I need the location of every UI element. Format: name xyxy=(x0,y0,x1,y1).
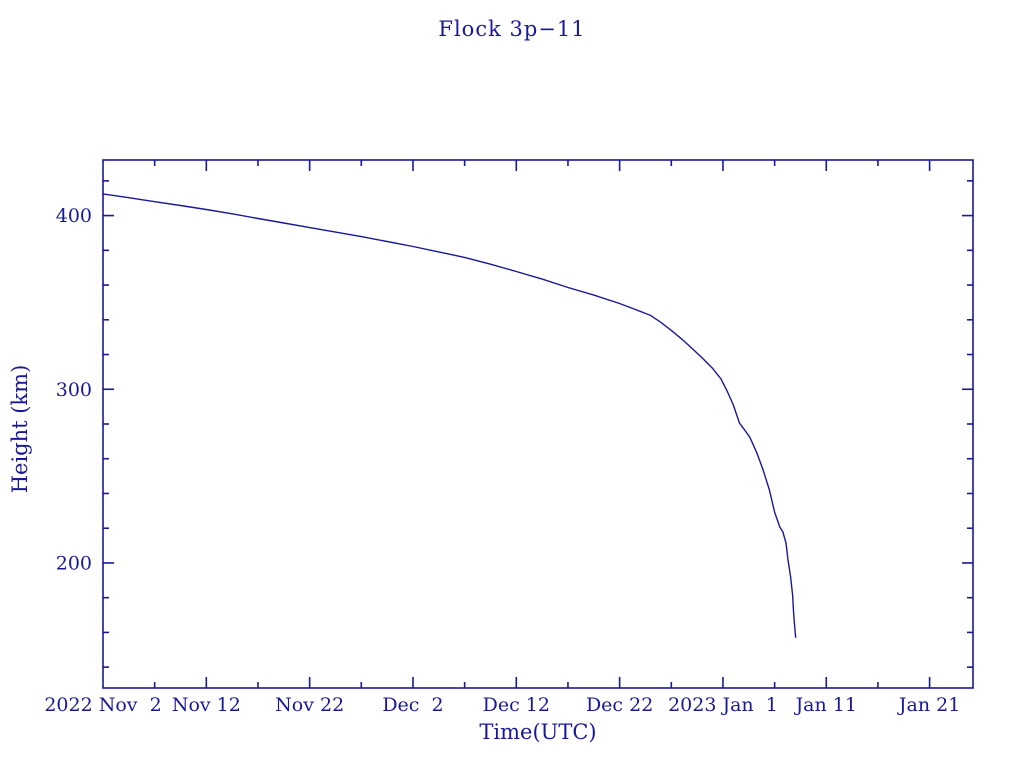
x-tick-label: Dec 22 xyxy=(586,694,653,716)
x-tick-label: Nov 22 xyxy=(275,694,344,716)
x-tick-label: 2023 Jan 1 xyxy=(668,694,778,716)
x-tick-label: Jan 11 xyxy=(794,694,857,716)
height-curve xyxy=(102,193,797,638)
y-tick-label: 200 xyxy=(56,552,92,574)
x-tick-label: 2022 Nov 2 xyxy=(44,694,161,716)
y-axis-title: Height (km) xyxy=(8,364,32,494)
x-tick-label: Nov 12 xyxy=(172,694,241,716)
y-tick-label: 300 xyxy=(56,379,92,401)
x-tick-label: Dec 2 xyxy=(382,694,443,716)
x-axis-title: Time(UTC) xyxy=(479,720,597,744)
y-tick-label: 400 xyxy=(56,205,92,227)
x-tick-label: Jan 21 xyxy=(897,694,960,716)
x-tick-label: Dec 12 xyxy=(483,694,550,716)
chart-title: Flock 3p−11 xyxy=(438,17,586,41)
plot-box xyxy=(102,159,974,689)
